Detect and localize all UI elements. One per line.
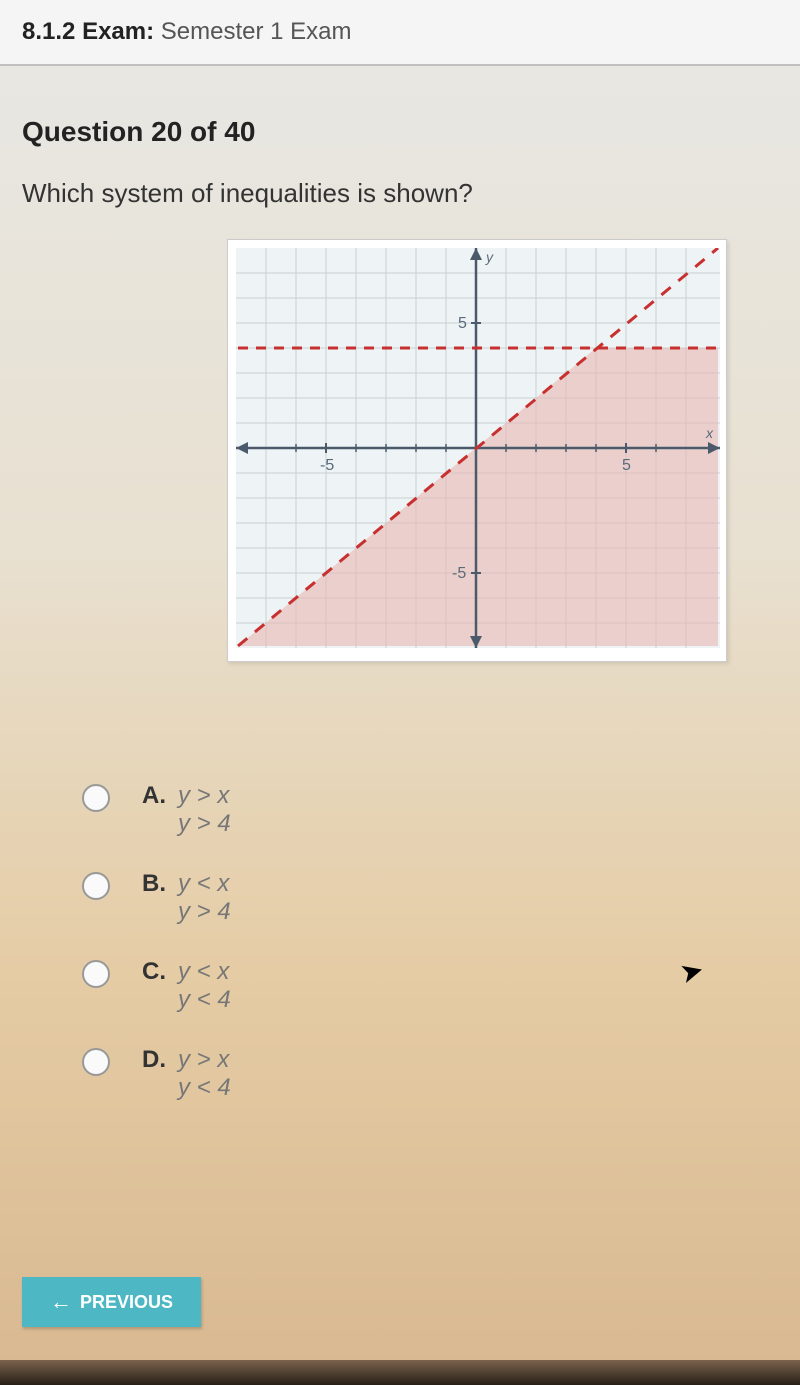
xtick-pos5: 5 [622,457,631,474]
xtick-neg5: -5 [320,457,334,474]
answer-text-a: y > x y > 4 [178,782,231,838]
answer-text-c: y < x y < 4 [178,958,231,1014]
radio-b[interactable] [82,872,110,900]
answer-list: A. y > x y > 4 B. y < x y > 4 C. [82,782,778,1102]
question-text: Which system of inequalities is shown? [22,178,778,209]
exam-header: 8.1.2 Exam: Semester 1 Exam [0,0,800,66]
answer-option-a[interactable]: A. y > x y > 4 [82,782,778,838]
answer-letter-c: C. [142,958,166,986]
bottom-shadow [0,1360,800,1385]
question-number: Question 20 of 40 [22,116,778,148]
question-content: Question 20 of 40 Which system of inequa… [0,66,800,1154]
y-axis-label: y [485,249,494,265]
section-number: 8.1.2 [22,18,75,45]
graph-container: -5 5 5 -5 y x [227,239,778,662]
graph-box: -5 5 5 -5 y x [227,239,727,662]
inequality-graph: -5 5 5 -5 y x [236,248,720,648]
ytick-neg5: -5 [452,565,466,582]
answer-letter-d: D. [142,1046,166,1074]
radio-d[interactable] [82,1048,110,1076]
previous-button[interactable]: ← PREVIOUS [22,1277,201,1327]
answer-text-b: y < x y > 4 [178,870,231,926]
answer-option-d[interactable]: D. y > x y < 4 [82,1046,778,1102]
radio-a[interactable] [82,784,110,812]
answer-option-c[interactable]: C. y < x y < 4 [82,958,778,1014]
radio-c[interactable] [82,960,110,988]
answer-letter-a: A. [142,782,166,810]
arrow-left-icon: ← [50,1291,72,1313]
ytick-pos5: 5 [458,315,467,332]
header-title: 8.1.2 Exam: Semester 1 Exam [22,18,778,46]
previous-label: PREVIOUS [80,1292,173,1313]
answer-text-d: y > x y < 4 [178,1046,231,1102]
exam-label: Exam: [82,18,154,45]
x-axis-label: x [705,425,714,441]
answer-letter-b: B. [142,870,166,898]
exam-title: Semester 1 Exam [161,18,352,45]
answer-option-b[interactable]: B. y < x y > 4 [82,870,778,926]
